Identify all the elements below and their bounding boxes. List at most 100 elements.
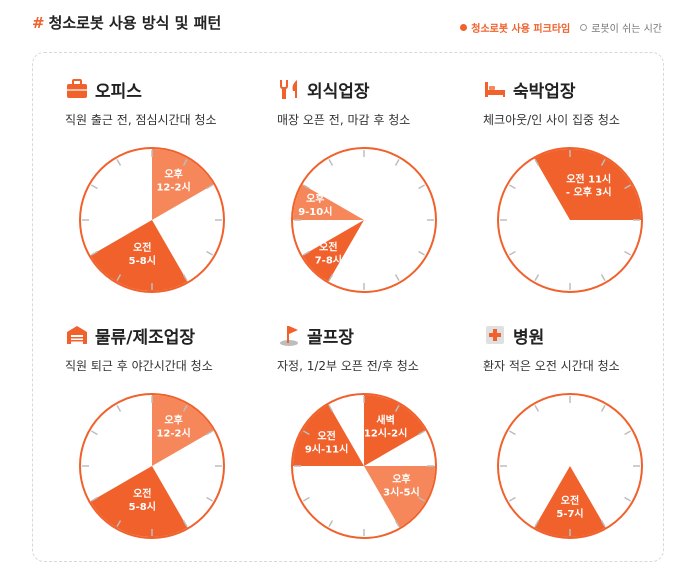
hospital-icon <box>486 326 504 344</box>
hour-tick <box>182 159 188 166</box>
peak-segment <box>534 466 606 538</box>
segment-label: 오전 5-8시 <box>129 487 156 513</box>
bed-icon <box>485 82 505 97</box>
card-description: 자정, 1/2부 오픈 전/후 청소 <box>277 359 419 373</box>
card-title-text: 물류/제조업장 <box>95 327 196 348</box>
hour-tick <box>624 430 631 436</box>
peak-segment <box>152 395 214 466</box>
segment-label: 오후 9-10시 <box>298 192 332 218</box>
hour-tick <box>600 159 606 166</box>
hour-tick <box>418 250 425 256</box>
hour-tick <box>394 405 400 412</box>
hour-tick <box>328 520 334 527</box>
card-title-text: 오피스 <box>95 81 142 102</box>
page-title: # 청소로봇 사용 방식 및 패턴 <box>32 12 221 33</box>
card-title-text: 숙박업장 <box>513 81 576 102</box>
segment-label: 오후 3시-5시 <box>383 473 419 499</box>
card-title-text: 골프장 <box>307 327 354 348</box>
card-description: 체크아웃/인 사이 집중 청소 <box>483 113 620 127</box>
hour-tick <box>534 159 540 166</box>
card-office: 오피스 직원 출근 전, 점심시간대 청소 오후 12-2시 오전 5-8시 <box>65 77 265 317</box>
hollow-dot-icon <box>580 24 588 31</box>
card-hospital: 병원 환자 적은 오전 시간대 청소 오전 5-7시 <box>483 323 683 563</box>
segment-label: 오후 12-2시 <box>156 414 190 440</box>
card-title: 병원 <box>483 323 544 348</box>
legend-peak: 청소로봇 사용 피크타임 <box>460 20 570 35</box>
hour-tick <box>91 430 98 436</box>
card-title: 골프장 <box>277 323 354 348</box>
hour-tick <box>206 250 213 256</box>
warehouse-icon <box>67 326 87 344</box>
hour-tick <box>303 496 310 502</box>
hour-tick <box>624 496 631 502</box>
segment-label: 새벽 12시-2시 <box>364 414 407 440</box>
peak-segment <box>302 220 364 282</box>
card-title: 외식업장 <box>277 77 370 102</box>
segment-label: 오전 5-8시 <box>129 241 156 267</box>
hour-tick <box>624 250 631 256</box>
hour-tick <box>418 496 425 502</box>
card-description: 직원 퇴근 후 야간시간대 청소 <box>65 359 213 373</box>
segment-label: 오전 5-7시 <box>556 494 583 520</box>
peak-segment <box>90 466 188 538</box>
hour-tick <box>206 184 213 190</box>
segment-label: 오전 11시 - 오후 3시 <box>566 173 612 199</box>
hour-tick <box>394 520 400 527</box>
hour-tick <box>600 274 606 281</box>
hash-mark: # <box>32 14 45 32</box>
hour-tick <box>509 496 516 502</box>
peak-segment <box>364 395 426 466</box>
fork-knife-icon <box>280 80 297 99</box>
legend-rest: 로봇이 쉬는 시간 <box>580 20 662 35</box>
hour-tick <box>206 430 213 436</box>
clock-chart-lodging: 오전 11시 - 오후 3시 <box>497 147 643 293</box>
hour-tick <box>418 184 425 190</box>
card-description: 직원 출근 전, 점심시간대 청소 <box>65 113 217 127</box>
golf-flag-icon <box>280 326 298 346</box>
peak-segment <box>90 220 188 292</box>
usage-panel: 오피스 직원 출근 전, 점심시간대 청소 오후 12-2시 오전 5-8시 외식업장… <box>32 52 664 562</box>
legend: 청소로봇 사용 피크타임 로봇이 쉬는 시간 <box>460 20 662 35</box>
hour-tick <box>394 159 400 166</box>
segment-label: 오전 9시-11시 <box>305 429 348 455</box>
hour-tick <box>303 250 310 256</box>
card-title-text: 외식업장 <box>307 81 370 102</box>
hour-tick <box>394 274 400 281</box>
hour-tick <box>91 184 98 190</box>
hour-tick <box>509 184 516 190</box>
card-description: 매장 오픈 전, 마감 후 청소 <box>277 113 411 127</box>
card-title: 숙박업장 <box>483 77 576 102</box>
legend-peak-label: 청소로봇 사용 피크타임 <box>471 24 571 35</box>
filled-dot-icon <box>460 24 468 31</box>
peak-segment <box>534 148 641 220</box>
hour-tick <box>328 274 334 281</box>
hour-tick <box>182 520 188 527</box>
card-title: 물류/제조업장 <box>65 323 196 348</box>
briefcase-icon <box>67 79 87 98</box>
peak-segment <box>364 466 435 528</box>
card-lodging: 숙박업장 체크아웃/인 사이 집중 청소 오전 11시 - 오후 3시 <box>483 77 683 317</box>
hour-tick <box>116 405 122 412</box>
page-title-text: 청소로봇 사용 방식 및 패턴 <box>48 14 222 32</box>
hour-tick <box>303 430 310 436</box>
hour-tick <box>624 184 631 190</box>
legend-rest-label: 로봇이 쉬는 시간 <box>591 24 662 35</box>
hour-tick <box>116 159 122 166</box>
hour-tick <box>509 430 516 436</box>
segment-label: 오전 7-8시 <box>315 241 342 267</box>
peak-segment <box>293 404 364 466</box>
peak-segment <box>293 184 364 220</box>
hour-tick <box>600 405 606 412</box>
hour-tick <box>534 405 540 412</box>
peak-segment <box>152 149 214 220</box>
hour-tick <box>600 520 606 527</box>
hour-tick <box>509 250 516 256</box>
hour-tick <box>91 496 98 502</box>
hour-tick <box>182 405 188 412</box>
clock-chart-hospital: 오전 5-7시 <box>497 393 643 539</box>
